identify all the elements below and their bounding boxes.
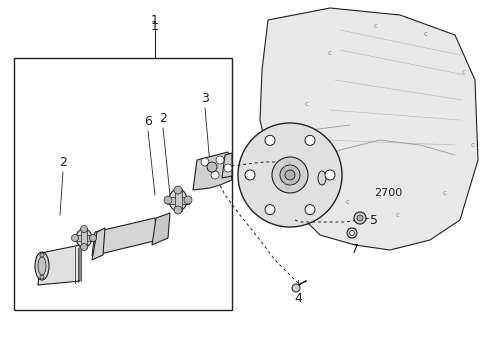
Text: 3: 3 (201, 92, 209, 105)
Text: 1: 1 (151, 21, 159, 33)
Circle shape (272, 157, 308, 193)
Ellipse shape (40, 275, 44, 279)
Circle shape (238, 123, 342, 227)
Circle shape (245, 170, 255, 180)
Circle shape (174, 206, 182, 214)
Text: 5: 5 (370, 214, 378, 226)
Circle shape (265, 135, 275, 145)
Ellipse shape (40, 253, 44, 257)
Ellipse shape (35, 252, 49, 280)
Text: 2: 2 (159, 112, 167, 125)
Circle shape (285, 170, 295, 180)
Polygon shape (222, 153, 232, 178)
Circle shape (349, 231, 355, 236)
Ellipse shape (38, 257, 46, 275)
Circle shape (89, 235, 96, 242)
Circle shape (325, 170, 335, 180)
Circle shape (305, 135, 315, 145)
Text: c: c (443, 190, 446, 196)
Text: c: c (470, 142, 474, 148)
Circle shape (164, 196, 172, 204)
Circle shape (224, 164, 232, 172)
Text: 7: 7 (351, 243, 359, 256)
Text: 6: 6 (144, 115, 152, 128)
Circle shape (347, 228, 357, 238)
Ellipse shape (318, 171, 326, 185)
Bar (14, 58, 232, 310)
Bar (74, 235, 94, 241)
Circle shape (72, 235, 79, 242)
Text: c: c (311, 157, 315, 163)
Ellipse shape (76, 229, 92, 247)
Circle shape (280, 165, 300, 185)
Bar (81, 228, 87, 248)
Text: c: c (424, 31, 428, 37)
Text: 1: 1 (151, 14, 159, 27)
Bar (167, 196, 189, 204)
Circle shape (357, 215, 363, 221)
Text: c: c (373, 24, 377, 29)
Circle shape (216, 156, 224, 164)
Circle shape (292, 284, 300, 292)
Text: c: c (346, 199, 349, 205)
Text: c: c (304, 100, 308, 106)
Polygon shape (92, 218, 158, 256)
Text: 4: 4 (294, 292, 302, 305)
Polygon shape (152, 213, 170, 245)
Polygon shape (193, 152, 232, 190)
Circle shape (174, 186, 182, 194)
Text: c: c (328, 50, 332, 56)
Circle shape (265, 205, 275, 215)
Text: 2: 2 (59, 156, 67, 169)
Text: 2700: 2700 (374, 188, 402, 198)
Polygon shape (260, 8, 478, 250)
Bar (175, 189, 181, 211)
Circle shape (305, 205, 315, 215)
Polygon shape (92, 228, 105, 260)
Circle shape (81, 244, 87, 250)
Circle shape (201, 158, 209, 166)
Circle shape (81, 225, 87, 233)
Ellipse shape (169, 189, 187, 211)
Text: c: c (396, 212, 399, 218)
Circle shape (207, 162, 217, 172)
Circle shape (354, 212, 366, 224)
Polygon shape (38, 245, 80, 285)
Circle shape (184, 196, 192, 204)
Text: c: c (462, 69, 466, 75)
Circle shape (211, 171, 219, 179)
